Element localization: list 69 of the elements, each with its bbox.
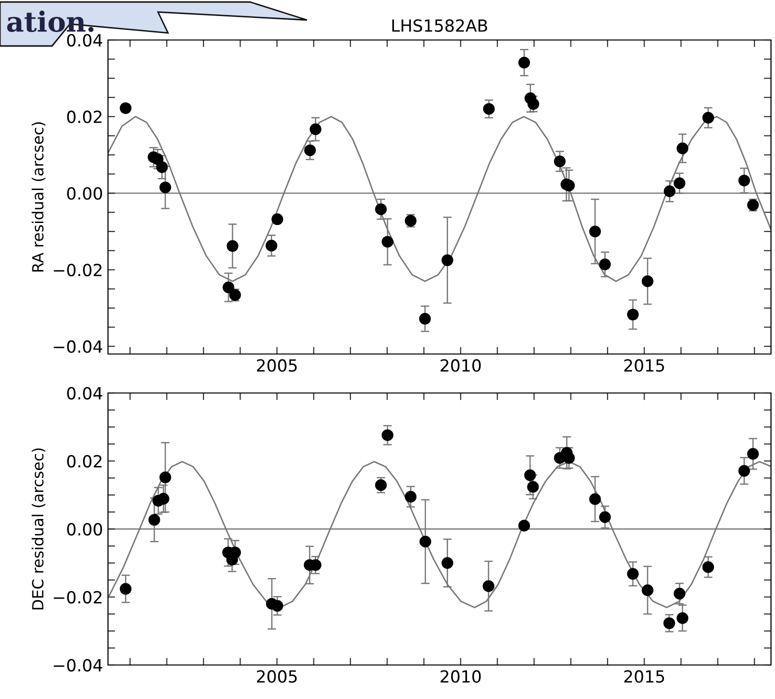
point [120,582,132,595]
point [563,452,575,464]
x-tick-label: 2010 [440,670,481,683]
point [226,240,238,252]
point [382,236,394,248]
point [627,568,639,580]
point [375,479,387,491]
point [554,156,566,168]
text: ation. [7,10,94,32]
point [158,492,170,505]
point [404,490,417,503]
x-tick-label: 2015 [624,670,664,683]
point [674,588,686,600]
point [482,580,494,592]
point [310,123,322,136]
point [663,617,676,630]
y-tick-label: 0.04 [67,386,102,400]
point [222,282,234,294]
point [159,182,172,194]
point [518,520,530,532]
point [702,561,714,573]
point [642,275,654,288]
y-tick-label: −0.04 [54,658,102,672]
point [271,600,284,612]
x-tick-label: 2015 [624,359,664,372]
point [527,480,539,493]
point [442,557,454,569]
y-axis-title: RA residual (arcsec) [32,122,46,272]
y-tick-label: −0.02 [54,590,102,604]
y-tick-label: 0.00 [67,522,102,536]
point [159,471,172,484]
y-tick-label: 0.00 [67,187,102,200]
chart-title: LHS1582AB [392,19,488,32]
point [664,185,676,198]
point [382,429,394,442]
y-tick-label: 0.02 [67,454,102,468]
y-axis-title: DEC residual (arcsec) [32,448,46,610]
x-tick-label: 2005 [256,359,297,372]
point [524,469,536,482]
point [702,112,714,124]
point [442,254,454,266]
point [599,258,611,270]
point [589,226,601,238]
point [304,144,316,156]
x-tick-label: 2005 [256,670,297,683]
point [599,511,611,523]
point [518,56,530,68]
point [674,177,686,190]
y-tick-label: 0.02 [67,110,102,124]
point [271,213,284,226]
y-tick-label: 0.04 [67,34,102,47]
point [120,102,132,114]
point [483,103,495,115]
point [747,448,759,460]
x-tick-label: 2010 [440,359,481,372]
y-tick-label: −0.04 [54,340,102,353]
y-tick-label: −0.02 [54,264,102,276]
point [676,612,688,624]
point [738,174,750,186]
point [738,465,750,477]
point [375,203,387,216]
point [419,312,431,325]
point [589,493,601,505]
point [627,308,639,320]
point [420,536,432,548]
point [642,584,654,596]
point [266,240,278,252]
point [676,142,688,154]
point [156,161,168,173]
